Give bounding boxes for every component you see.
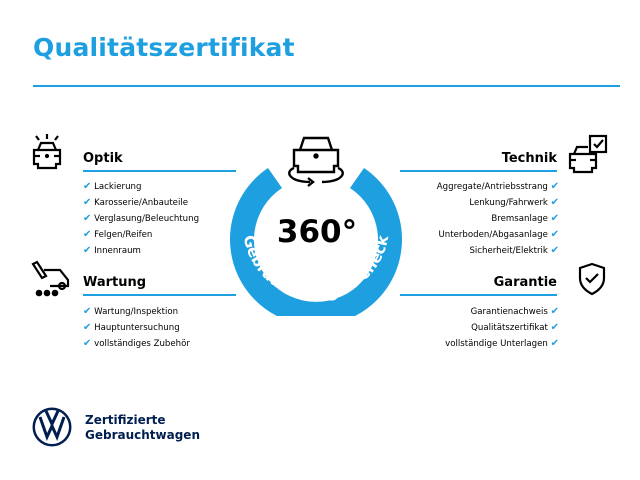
check-icon: ✔ <box>550 181 559 192</box>
brand-line1: Zertifizierte <box>85 413 166 427</box>
check-icon: ✔ <box>550 245 559 256</box>
shield-check-icon <box>578 262 606 296</box>
section-divider <box>83 170 236 172</box>
check-icon: ✔ <box>83 338 92 349</box>
list-item: ✔ Hauptuntersuchung <box>83 320 190 336</box>
brand-line2: Gebrauchtwagen <box>85 428 200 442</box>
car-lights-icon <box>32 134 62 170</box>
car-rotate-icon <box>288 136 344 187</box>
item-label: Innenraum <box>94 246 141 256</box>
item-label: Lenkung/Fahrwerk <box>469 198 548 208</box>
item-label: Hauptuntersuchung <box>94 323 180 333</box>
list-item: ✔ Wartung/Inspektion <box>83 304 190 320</box>
check-360-badge: Gebrauchtwagen-Check 360° <box>230 136 402 316</box>
list-item: ✔ Lackierung <box>83 179 199 195</box>
wartung-list: ✔ Wartung/Inspektion ✔ Hauptuntersuchung… <box>83 304 190 352</box>
check-icon: ✔ <box>83 306 92 317</box>
item-label: Verglasung/Beleuchtung <box>94 214 200 224</box>
list-item: ✔ Felgen/Reifen <box>83 227 199 243</box>
item-label: vollständige Unterlagen <box>445 339 548 349</box>
check-icon: ✔ <box>83 213 92 224</box>
section-title-wartung: Wartung <box>83 275 147 290</box>
check-icon: ✔ <box>83 322 92 333</box>
list-item: Unterboden/Abgasanlage ✔ <box>437 227 560 243</box>
list-item: ✔ Karosserie/Anbauteile <box>83 195 199 211</box>
check-icon: ✔ <box>550 197 559 208</box>
service-tools-icon <box>31 260 70 297</box>
list-item: Garantienachweis ✔ <box>445 304 559 320</box>
section-title-optik: Optik <box>83 151 123 166</box>
badge-360-label: 360° <box>277 214 357 250</box>
item-label: Unterboden/Abgasanlage <box>438 230 548 240</box>
check-icon: ✔ <box>83 229 92 240</box>
list-item: Bremsanlage ✔ <box>437 211 559 227</box>
item-label: Lackierung <box>94 182 142 192</box>
list-item: Aggregate/Antriebsstrang ✔ <box>437 179 559 195</box>
list-item: ✔ Innenraum <box>83 243 199 259</box>
section-divider <box>400 294 557 296</box>
item-label: vollständiges Zubehör <box>94 339 190 349</box>
garantie-list: Garantienachweis ✔ Qualitätszertifikat ✔… <box>445 304 559 352</box>
item-label: Aggregate/Antriebsstrang <box>436 182 548 192</box>
technik-list: Aggregate/Antriebsstrang ✔ Lenkung/Fahrw… <box>437 179 559 259</box>
brand-name: Zertifizierte Gebrauchtwagen <box>85 413 200 443</box>
check-icon: ✔ <box>550 213 559 224</box>
optik-list: ✔ Lackierung ✔ Karosserie/Anbauteile ✔ V… <box>83 179 199 259</box>
check-icon: ✔ <box>83 181 92 192</box>
item-label: Sicherheit/Elektrik <box>469 246 548 256</box>
page-title: Qualitätszertifikat <box>33 33 295 62</box>
title-divider <box>33 85 620 87</box>
item-label: Bremsanlage <box>491 214 548 224</box>
section-divider <box>83 294 236 296</box>
item-label: Karosserie/Anbauteile <box>94 198 189 208</box>
check-icon: ✔ <box>550 322 559 333</box>
section-divider <box>400 170 557 172</box>
check-icon: ✔ <box>550 306 559 317</box>
section-title-garantie: Garantie <box>493 275 557 290</box>
list-item: Sicherheit/Elektrik ✔ <box>437 243 559 259</box>
item-label: Wartung/Inspektion <box>94 307 179 317</box>
check-icon: ✔ <box>83 245 92 256</box>
list-item: Lenkung/Fahrwerk ✔ <box>437 195 559 211</box>
list-item: vollständige Unterlagen ✔ <box>445 336 559 352</box>
item-label: Garantienachweis <box>470 307 548 317</box>
section-title-technik: Technik <box>501 151 557 166</box>
list-item: ✔ Verglasung/Beleuchtung <box>83 211 199 227</box>
car-checklist-icon <box>568 134 608 174</box>
check-icon: ✔ <box>83 197 92 208</box>
list-item: Qualitätszertifikat ✔ <box>445 320 559 336</box>
list-item: ✔ vollständiges Zubehör <box>83 336 190 352</box>
item-label: Felgen/Reifen <box>94 230 153 240</box>
check-icon: ✔ <box>550 338 559 349</box>
check-icon: ✔ <box>550 229 559 240</box>
vw-logo <box>32 407 72 447</box>
item-label: Qualitätszertifikat <box>471 323 548 333</box>
